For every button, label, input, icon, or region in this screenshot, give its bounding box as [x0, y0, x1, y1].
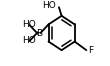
Text: HO: HO — [22, 20, 36, 29]
Text: B: B — [36, 29, 42, 37]
Text: HO: HO — [43, 1, 56, 10]
Text: F: F — [88, 46, 93, 55]
Text: HO: HO — [22, 36, 36, 45]
